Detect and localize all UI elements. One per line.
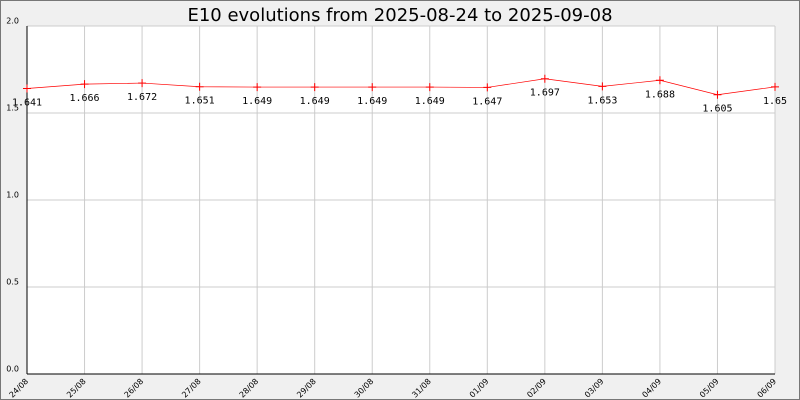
y-tick-label: 0.5 [6, 278, 19, 287]
data-label: 1.65 [763, 96, 787, 107]
y-tick-label: 2.0 [6, 17, 19, 26]
marker [253, 83, 262, 92]
data-label: 1.647 [472, 96, 502, 107]
marker [771, 82, 779, 91]
marker [598, 82, 607, 91]
data-label: 1.653 [587, 95, 617, 106]
marker [23, 84, 31, 93]
marker [655, 76, 664, 85]
marker [368, 83, 377, 92]
data-label: 1.641 [12, 97, 42, 108]
y-tick-label: 1.0 [6, 191, 19, 200]
data-label: 1.672 [127, 92, 157, 103]
marker [80, 80, 89, 89]
data-label: 1.649 [415, 96, 445, 107]
marker [540, 74, 549, 83]
data-label: 1.651 [185, 96, 215, 107]
marker [195, 82, 204, 91]
chart-title: E10 evolutions from 2025-08-24 to 2025-0… [187, 5, 612, 26]
data-label: 1.666 [69, 93, 99, 104]
marker [483, 83, 492, 92]
marker [425, 83, 434, 92]
marker [310, 83, 319, 92]
data-label: 1.649 [242, 96, 272, 107]
marker [713, 90, 722, 99]
data-label: 1.697 [530, 88, 560, 99]
y-tick-label: 1.5 [6, 104, 19, 113]
data-label: 1.649 [300, 96, 330, 107]
data-label: 1.605 [702, 104, 732, 115]
data-label: 1.688 [645, 89, 675, 100]
marker [138, 79, 147, 88]
line [26, 78, 776, 96]
data-label: 1.649 [357, 96, 387, 107]
y-tick-label: 0.0 [6, 365, 19, 374]
